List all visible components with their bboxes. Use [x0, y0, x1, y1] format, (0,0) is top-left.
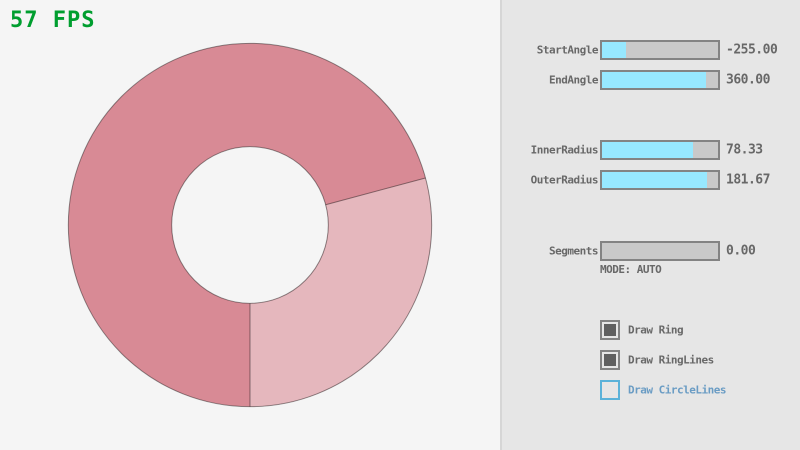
slider-fill [602, 142, 693, 158]
outerradius-row: OuterRadius 181.67 [502, 170, 800, 190]
segments-slider[interactable] [600, 241, 720, 261]
check-mark [604, 324, 616, 336]
startangle-row: StartAngle -255.00 [502, 40, 800, 60]
ring-single-region [250, 177, 432, 407]
fps-counter: 57 FPS [10, 8, 96, 33]
startangle-value: -255.00 [726, 42, 778, 58]
mode-label: MODE: AUTO [600, 263, 662, 276]
slider-fill [602, 42, 627, 58]
endangle-slider[interactable] [600, 70, 720, 90]
check-mark [604, 354, 616, 366]
endangle-row: EndAngle 360.00 [502, 70, 800, 90]
startangle-slider[interactable] [600, 40, 720, 60]
draw-ringlines-label: Draw RingLines [628, 353, 714, 367]
ring-lines [67, 42, 433, 408]
draw-circlelines-row: Draw CircleLines [502, 380, 800, 400]
draw-ringlines-checkbox[interactable] [600, 350, 620, 370]
innerradius-row: InnerRadius 78.33 [502, 140, 800, 160]
draw-ring-checkbox[interactable] [600, 320, 620, 340]
controls-panel: StartAngle -255.00 EndAngle 360.00 Inner… [500, 0, 800, 450]
outerradius-label: OuterRadius [530, 173, 599, 187]
endangle-label: EndAngle [549, 73, 598, 87]
draw-ringlines-row: Draw RingLines [502, 350, 800, 370]
slider-fill [602, 172, 708, 188]
segments-label: Segments [549, 244, 598, 258]
draw-ring-label: Draw Ring [628, 323, 684, 337]
outerradius-value: 181.67 [726, 172, 770, 188]
innerradius-slider[interactable] [600, 140, 720, 160]
startangle-label: StartAngle [536, 43, 599, 57]
segments-row: Segments 0.00 [502, 241, 800, 261]
outerradius-slider[interactable] [600, 170, 720, 190]
innerradius-value: 78.33 [726, 142, 763, 158]
draw-ring-row: Draw Ring [502, 320, 800, 340]
draw-circlelines-label: Draw CircleLines [628, 383, 726, 397]
ring-canvas [67, 42, 433, 408]
draw-circlelines-checkbox[interactable] [600, 380, 620, 400]
slider-fill [602, 72, 707, 88]
innerradius-label: InnerRadius [530, 143, 599, 157]
endangle-value: 360.00 [726, 72, 770, 88]
segments-value: 0.00 [726, 243, 756, 259]
